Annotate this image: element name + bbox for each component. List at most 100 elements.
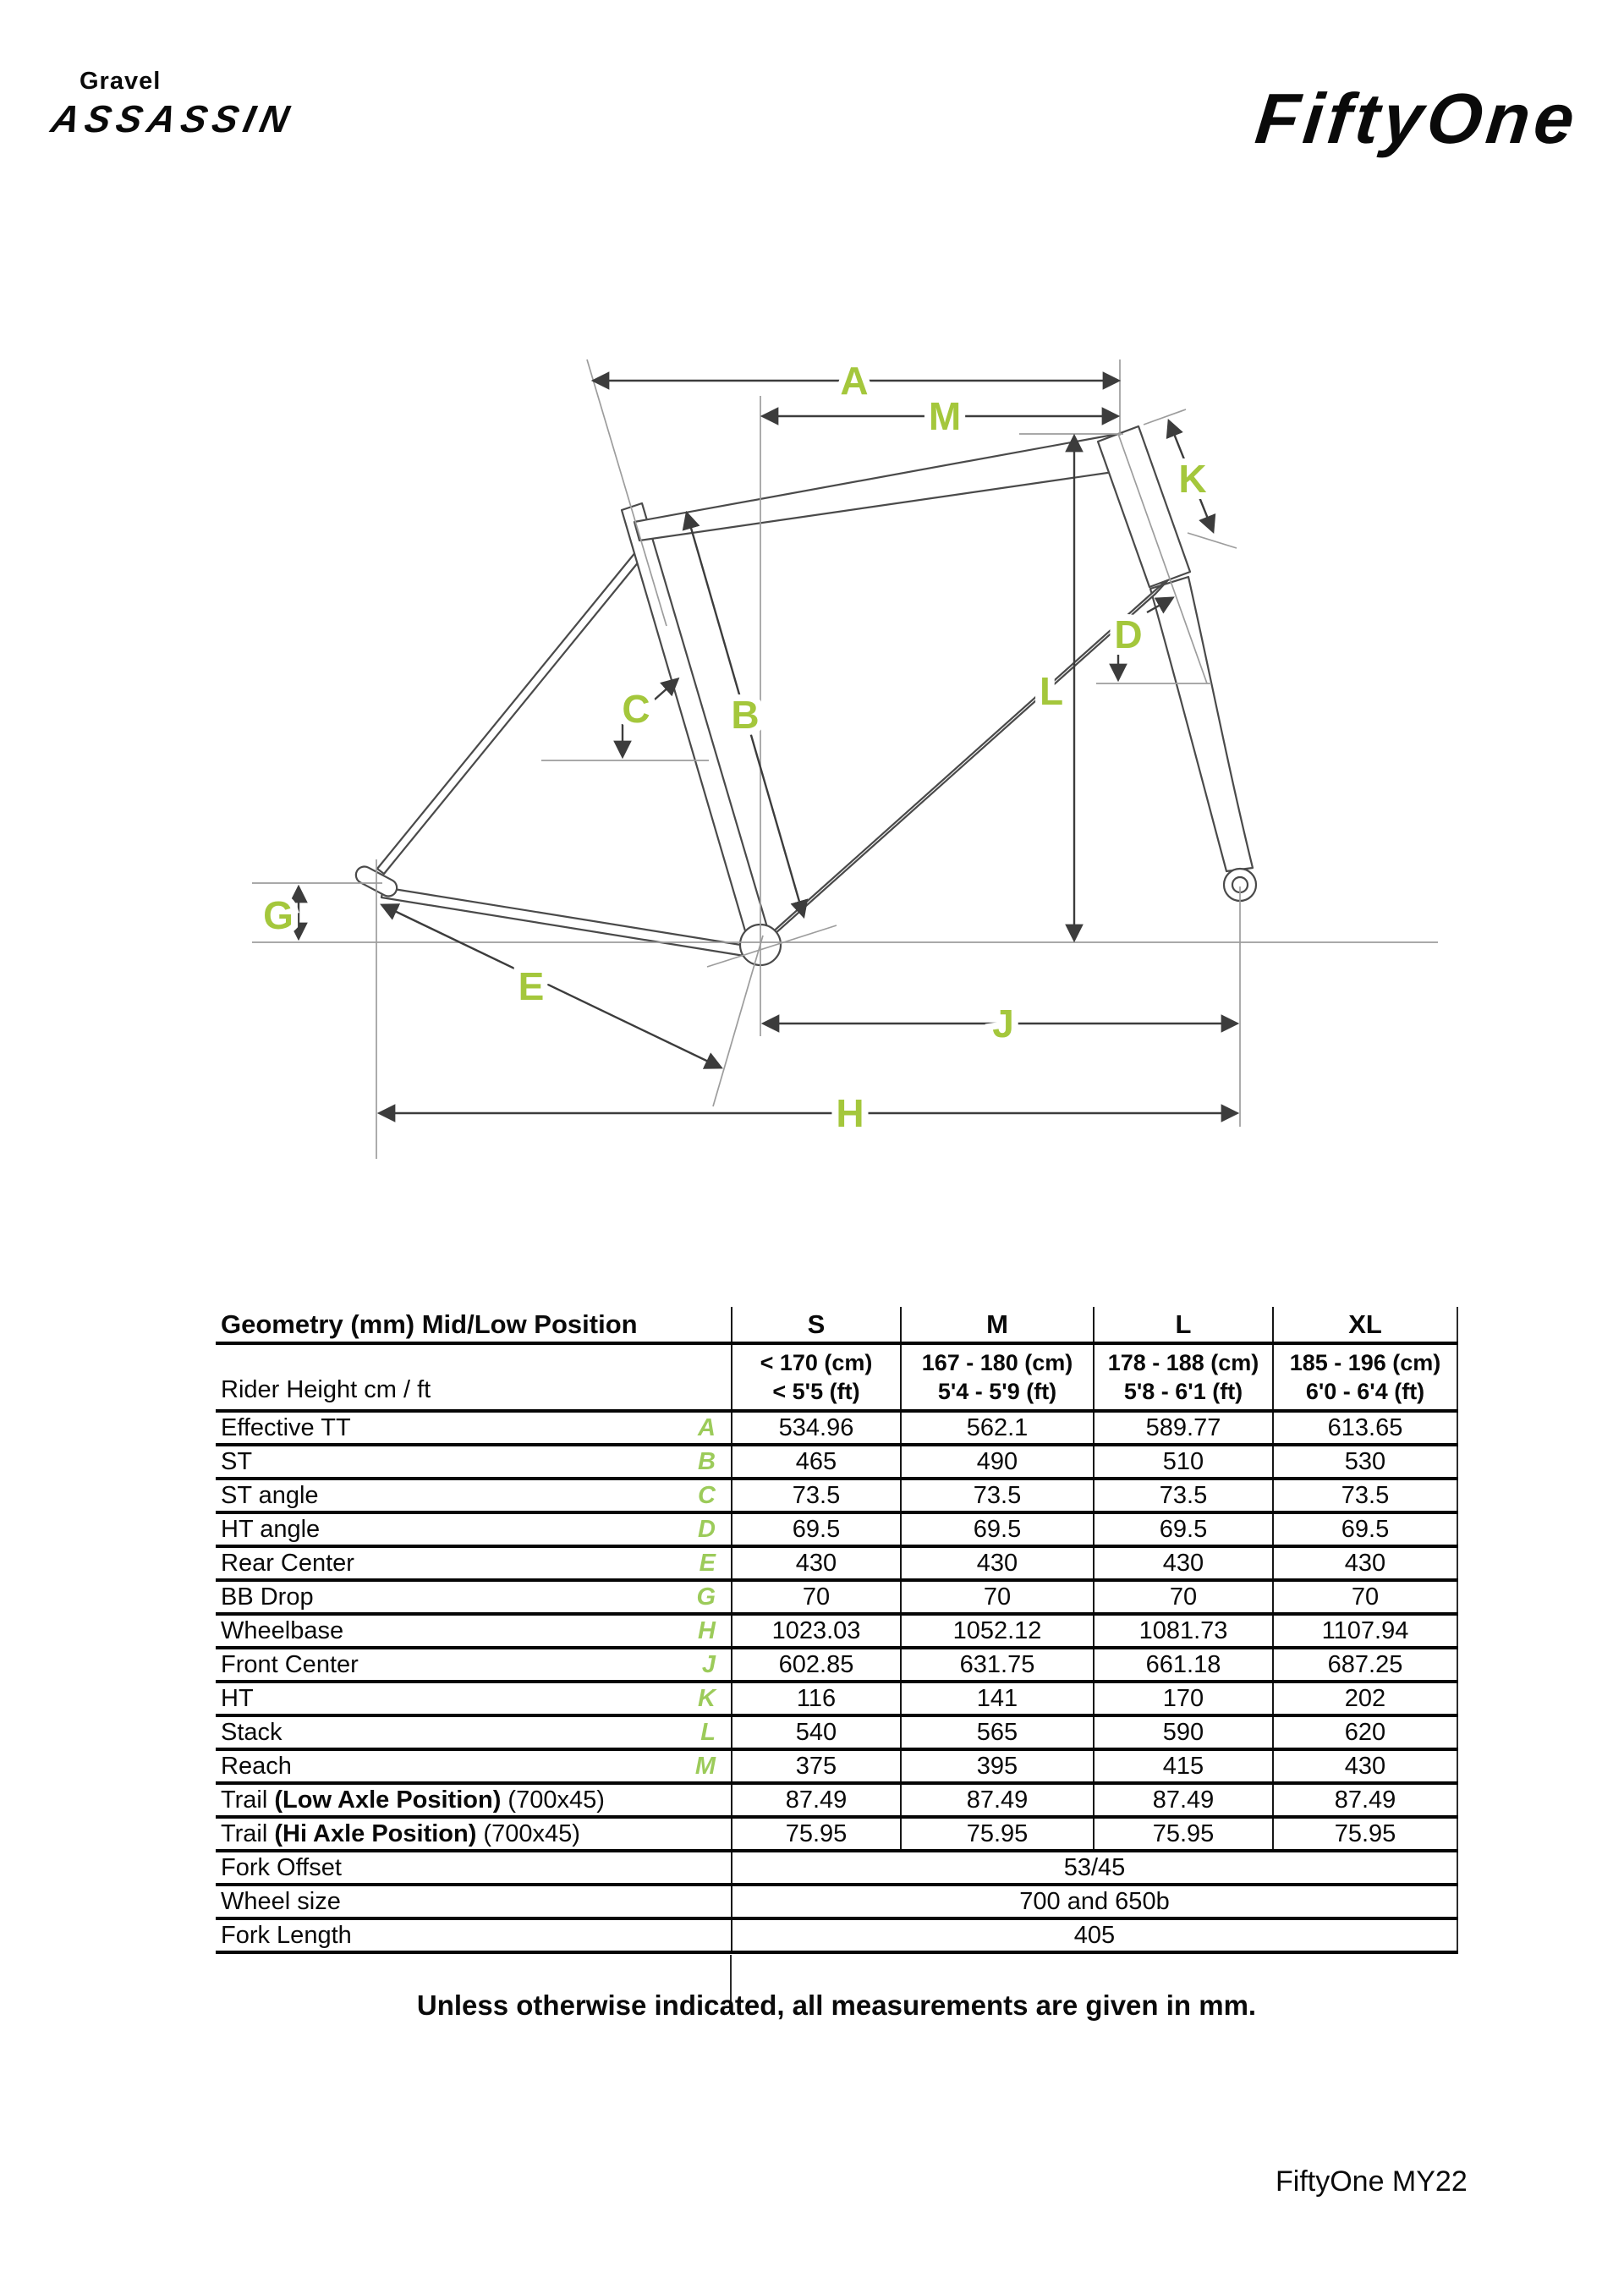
dim-head-tube (1166, 418, 1216, 535)
bike-geometry-diagram: A M K D C B L G E J H (252, 352, 1438, 1159)
label-M: M (929, 394, 961, 438)
table-row: BB Drop G 70 70 70 70 (216, 1580, 1458, 1614)
geometry-value: 430 (1273, 1546, 1458, 1580)
row-label: Trail (Hi Axle Position) (700x45) (221, 1819, 580, 1847)
geometry-value: 70 (732, 1580, 902, 1614)
row-letter-key: C (698, 1481, 716, 1509)
label-H: H (836, 1091, 864, 1135)
seat-stays (376, 550, 645, 875)
rider-height-value: 167 - 180 (cm) 5'4 - 5'9 (ft) (901, 1343, 1095, 1411)
dim-st-angle-diag (647, 677, 680, 706)
rider-height-label: Rider Height cm / ft (216, 1343, 732, 1411)
geometry-value: 70 (1273, 1580, 1458, 1614)
geometry-value: 590 (1094, 1715, 1274, 1749)
geometry-value: 465 (732, 1445, 902, 1479)
label-B: B (731, 693, 759, 737)
geometry-value: 661.18 (1094, 1648, 1274, 1682)
geometry-value: 75.95 (1273, 1817, 1458, 1851)
table-title: Geometry (mm) Mid/Low Position (216, 1307, 732, 1343)
geometry-value: 116 (732, 1682, 902, 1715)
row-letter-key: J (701, 1650, 716, 1678)
geometry-value: 141 (901, 1682, 1095, 1715)
geometry-value: 430 (1094, 1546, 1274, 1580)
dim-seat-tube (682, 510, 809, 919)
column-separator-extension (730, 1955, 732, 2002)
label-G: G (263, 893, 294, 937)
label-A: A (840, 359, 868, 403)
geometry-value: 202 (1273, 1682, 1458, 1715)
down-tube (749, 572, 1176, 957)
geometry-value: 70 (901, 1580, 1095, 1614)
size-header-l: L (1094, 1307, 1274, 1343)
geometry-value: 1052.12 (901, 1614, 1095, 1648)
row-label: Stack (221, 1718, 283, 1746)
row-label-cell: Reach M (216, 1749, 732, 1783)
geometry-value: 170 (1094, 1682, 1274, 1715)
geometry-value: 73.5 (1273, 1479, 1458, 1512)
label-D: D (1114, 612, 1142, 656)
row-letter-key: L (700, 1718, 716, 1746)
measurement-note: Unless otherwise indicated, all measurem… (416, 1989, 1257, 2021)
geometry-value: 69.5 (1094, 1512, 1274, 1546)
table-row: ST angle C 73.5 73.5 73.5 73.5 (216, 1479, 1458, 1512)
label-K: K (1178, 457, 1206, 501)
table-row: ST B 465 490 510 530 (216, 1445, 1458, 1479)
geometry-value: 73.5 (732, 1479, 902, 1512)
geometry-value: 540 (732, 1715, 902, 1749)
table-row: Effective TT A 534.96 562.1 589.77 613.65 (216, 1411, 1458, 1445)
geometry-value: 395 (901, 1749, 1095, 1783)
table-row: Rear Center E 430 430 430 430 (216, 1546, 1458, 1580)
row-label-cell: Trail (Low Axle Position) (700x45) (216, 1783, 732, 1817)
row-letter-key: A (698, 1413, 716, 1441)
doc-reference: FiftyOne MY22 (1276, 2165, 1468, 2198)
geometry-value: 1081.73 (1094, 1614, 1274, 1648)
geometry-value: 87.49 (901, 1783, 1095, 1817)
geometry-value: 75.95 (732, 1817, 902, 1851)
row-label: ST angle (221, 1481, 319, 1509)
geometry-table-grid: Geometry (mm) Mid/Low Position S M L XL … (216, 1307, 1458, 1954)
geometry-value: 562.1 (901, 1411, 1095, 1445)
row-label-cell: HT K (216, 1682, 732, 1715)
row-label-cell: Wheelbase H (216, 1614, 732, 1648)
dim-rear-center (380, 903, 723, 1069)
geometry-value: 73.5 (901, 1479, 1095, 1512)
label-C: C (622, 687, 650, 731)
size-header-s: S (732, 1307, 902, 1343)
table-row: HT K 116 141 170 202 (216, 1682, 1458, 1715)
geometry-value: 631.75 (901, 1648, 1095, 1682)
row-label-cell: Stack L (216, 1715, 732, 1749)
row-label: Wheel size (216, 1885, 732, 1918)
geometry-value: 87.49 (1273, 1783, 1458, 1817)
row-label: Reach (221, 1752, 292, 1780)
rider-height-row: Rider Height cm / ft < 170 (cm) < 5'5 (ft… (216, 1343, 1458, 1411)
fiftyone-logo: FiftyOne (1252, 79, 1583, 158)
reference-lines (252, 359, 1438, 1159)
row-label: HT angle (221, 1515, 321, 1543)
row-label-cell: Front Center J (216, 1648, 732, 1682)
row-label-cell: Trail (Hi Axle Position) (700x45) (216, 1817, 732, 1851)
geometry-value: 620 (1273, 1715, 1458, 1749)
row-label-cell: BB Drop G (216, 1580, 732, 1614)
row-letter-key: G (696, 1583, 716, 1611)
row-label: Trail (Low Axle Position) (700x45) (221, 1786, 605, 1814)
top-tube (633, 433, 1127, 542)
geometry-value: 75.95 (901, 1817, 1095, 1851)
geometry-value: 530 (1273, 1445, 1458, 1479)
geometry-value: 375 (732, 1749, 902, 1783)
geometry-value: 602.85 (732, 1648, 902, 1682)
size-header-xl: XL (1273, 1307, 1458, 1343)
row-label: Effective TT (221, 1413, 351, 1441)
chain-stays (380, 886, 753, 958)
row-label-cell: ST angle C (216, 1479, 732, 1512)
merged-value: 700 and 650b (732, 1885, 1458, 1918)
geometry-value: 1023.03 (732, 1614, 902, 1648)
row-letter-key: D (698, 1515, 716, 1543)
row-letter-key: K (698, 1684, 716, 1712)
table-row: Trail (Hi Axle Position) (700x45) 75.95 75… (216, 1817, 1458, 1851)
geometry-value: 75.95 (1094, 1817, 1274, 1851)
row-label-cell: ST B (216, 1445, 732, 1479)
row-label-cell: Effective TT A (216, 1411, 732, 1445)
table-row: Stack L 540 565 590 620 (216, 1715, 1458, 1749)
rider-height-value: 185 - 196 (cm) 6'0 - 6'4 (ft) (1273, 1343, 1458, 1411)
